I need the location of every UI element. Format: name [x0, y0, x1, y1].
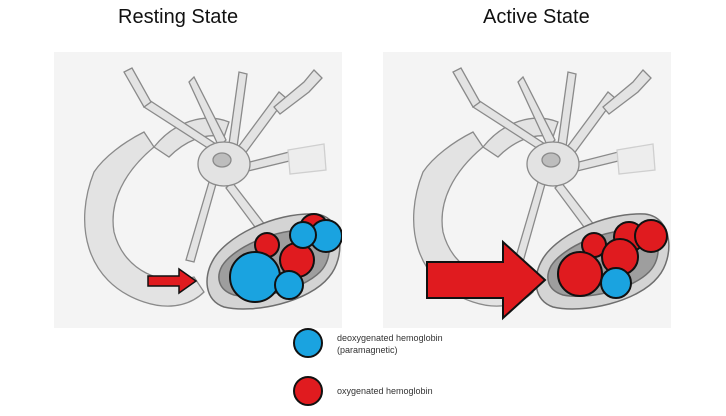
resting-state-panel [54, 52, 342, 328]
neuron-illustration [413, 67, 656, 307]
deoxy-hemoglobin-circle [289, 221, 317, 249]
deoxy-legend-swatch [293, 328, 323, 358]
deoxy-hemoglobin-circle [600, 267, 632, 299]
blood-flow-arrow-small [147, 267, 198, 295]
blood-flow-arrow-large [426, 239, 547, 321]
oxy-hemoglobin-circle [634, 219, 668, 253]
oxy-legend-swatch [293, 376, 323, 406]
active-state-title: Active State [483, 6, 590, 28]
deoxy-legend-sublabel: (paramagnetic) [337, 345, 398, 355]
deoxy-hemoglobin-circle [229, 251, 281, 303]
resting-state-illustration [54, 52, 342, 328]
deoxy-legend-label: deoxygenated hemoglobin [337, 333, 443, 343]
resting-state-title: Resting State [118, 6, 239, 28]
active-state-illustration [383, 52, 671, 328]
oxy-legend-label: oxygenated hemoglobin [337, 386, 433, 396]
oxy-hemoglobin-circle [557, 251, 603, 297]
deoxy-hemoglobin-circle [274, 270, 304, 300]
active-state-panel [383, 52, 671, 328]
